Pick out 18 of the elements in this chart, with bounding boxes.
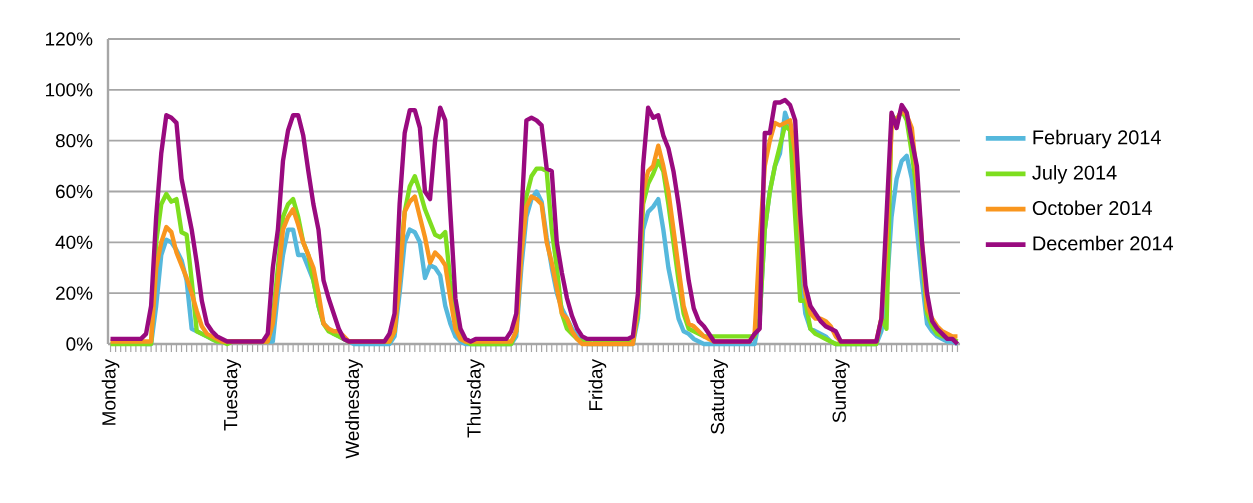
legend-label: July 2014 — [1032, 165, 1117, 184]
y-tick-label: 40% — [55, 235, 93, 250]
legend-label: February 2014 — [1033, 129, 1161, 149]
x-tick-label: Tuesday — [223, 359, 242, 431]
x-tick-label: Monday — [101, 359, 120, 425]
y-tick-label: 80% — [55, 133, 93, 148]
y-tick-label: 120% — [46, 32, 93, 46]
legend-label: December 2014 — [1033, 235, 1174, 251]
x-tick-label: Thursday — [466, 359, 485, 438]
x-tick-label: Saturday — [710, 359, 728, 434]
x-tick-label: Sunday — [832, 359, 850, 423]
y-tick-label: 0% — [66, 337, 93, 351]
x-tick-label: Wednesday — [345, 359, 363, 459]
y-tick-label: 60% — [56, 184, 93, 199]
y-tick-label: 20% — [56, 286, 93, 300]
y-tick-label: 100% — [46, 83, 93, 97]
x-tick-label: Friday — [588, 359, 607, 411]
legend-label: October 2014 — [1032, 200, 1153, 216]
